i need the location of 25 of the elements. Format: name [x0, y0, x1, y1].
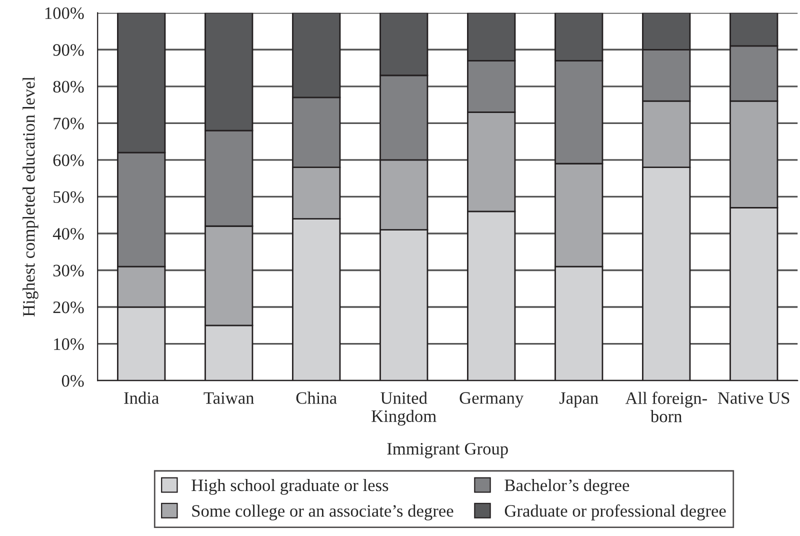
- legend-label: Graduate or professional degree: [504, 504, 726, 520]
- legend-label: Bachelor’s degree: [504, 478, 630, 495]
- y-tick-label: 0%: [62, 375, 84, 387]
- legend-label: High school graduate or less: [192, 478, 388, 495]
- x-tick-label: Native US: [718, 392, 790, 404]
- x-tick-label: All foreign- born: [625, 392, 707, 422]
- y-tick-label: 30%: [53, 264, 84, 277]
- y-tick-label: 80%: [53, 80, 84, 93]
- x-tick-label: China: [296, 392, 337, 404]
- x-tick-label: India: [124, 392, 159, 404]
- y-axis-title: Highest completed education level: [22, 76, 38, 316]
- x-tick-label: Taiwan: [204, 392, 254, 404]
- y-tick-label: 70%: [54, 118, 84, 130]
- y-tick-label: 50%: [54, 191, 84, 203]
- legend-label: Some college or an associate’s degree: [192, 504, 454, 520]
- x-tick-label: Japan: [559, 392, 598, 408]
- y-tick-label: 10%: [54, 338, 84, 350]
- x-axis-title: Immigrant Group: [387, 442, 508, 458]
- x-tick-label: United Kingdom: [372, 392, 436, 426]
- y-tick-label: 20%: [53, 302, 84, 314]
- y-tick-label: 60%: [53, 154, 84, 166]
- y-tick-label: 40%: [52, 228, 84, 240]
- y-tick-label: 90%: [53, 44, 84, 56]
- y-tick-label: 100%: [45, 7, 84, 20]
- x-tick-label: Germany: [460, 392, 524, 408]
